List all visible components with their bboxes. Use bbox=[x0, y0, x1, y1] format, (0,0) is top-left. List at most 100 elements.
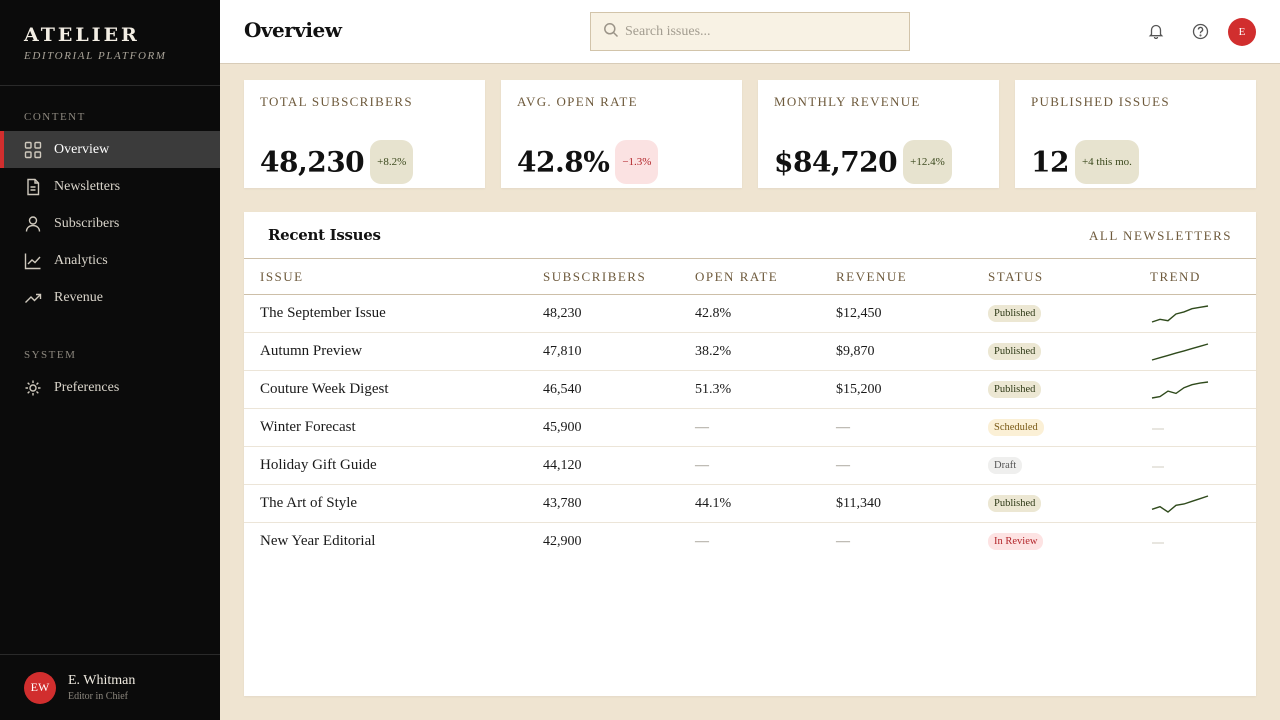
status-cell: Published bbox=[988, 332, 1150, 371]
all-newsletters-link[interactable]: ALL NEWSLETTERS bbox=[1089, 228, 1232, 243]
nav-section-system: SYSTEM bbox=[24, 349, 77, 361]
user-role: Editor in Chief bbox=[68, 691, 128, 702]
sidebar-item-preferences[interactable]: Preferences bbox=[0, 369, 220, 406]
panel-title: Recent Issues bbox=[268, 226, 381, 244]
help-icon[interactable] bbox=[1191, 22, 1209, 40]
sidebar-item-label: Preferences bbox=[54, 379, 120, 395]
status-badge: Published bbox=[988, 381, 1042, 398]
subscriber-count: 44,120 bbox=[543, 446, 695, 485]
brand-subtitle: EDITORIAL PLATFORM bbox=[24, 50, 167, 62]
trend-empty bbox=[1152, 542, 1164, 544]
user-profile[interactable]: EW E. Whitman Editor in Chief bbox=[0, 654, 220, 720]
user-info: E. Whitman Editor in Chief bbox=[68, 673, 135, 702]
subscriber-count: 42,900 bbox=[543, 533, 582, 549]
column-header-subscribers[interactable]: SUBSCRIBERS bbox=[543, 258, 695, 295]
grid-icon bbox=[24, 141, 42, 159]
search-input[interactable] bbox=[625, 23, 895, 40]
table-row[interactable]: Couture Week Digest 46,540 51.3% $15,200 Pub… bbox=[244, 370, 1256, 409]
trend-cell bbox=[1150, 370, 1256, 409]
issue-title: New Year Editorial bbox=[260, 533, 376, 550]
issue-title: Holiday Gift Guide bbox=[244, 446, 543, 485]
stat-label: AVG. OPEN RATE bbox=[517, 94, 638, 109]
recent-issues-panel: Recent Issues ALL NEWSLETTERS ISSUE SUBS… bbox=[244, 212, 1256, 696]
issues-table: ISSUE SUBSCRIBERS OPEN RATE REVENUE STAT… bbox=[244, 258, 1256, 561]
trend-sparkline bbox=[1151, 342, 1209, 361]
sidebar-item-label: Analytics bbox=[54, 252, 108, 268]
issue-title: Couture Week Digest bbox=[244, 370, 543, 409]
column-header-issue[interactable]: ISSUE bbox=[244, 258, 543, 295]
trend-cell bbox=[1150, 408, 1256, 447]
column-header-open-rate[interactable]: OPEN RATE bbox=[695, 258, 836, 295]
issue-title: The Art of Style bbox=[244, 484, 543, 523]
trend-line bbox=[1151, 494, 1209, 513]
sidebar-item-analytics[interactable]: Analytics bbox=[0, 242, 220, 279]
trend-sparkline bbox=[1151, 304, 1209, 323]
stat-label: PUBLISHED ISSUES bbox=[1031, 94, 1170, 109]
stat-delta-badge: −1.3% bbox=[615, 140, 659, 184]
stat-value: 48,230 bbox=[260, 145, 365, 179]
table-row[interactable]: New Year Editorial 42,900 — — In Review bbox=[244, 523, 1256, 561]
revenue: — bbox=[836, 408, 988, 447]
revenue: $12,450 bbox=[836, 294, 988, 333]
bell-icon[interactable] bbox=[1147, 22, 1165, 40]
open-rate: 38.2% bbox=[695, 332, 836, 371]
table-row[interactable]: Autumn Preview 47,810 38.2% $9,870 Published bbox=[244, 332, 1256, 371]
stat-value: $84,720 bbox=[774, 145, 898, 179]
revenue: — bbox=[836, 533, 850, 549]
status-cell: Published bbox=[988, 484, 1150, 523]
trend-sparkline bbox=[1151, 494, 1209, 513]
user-avatar-button[interactable]: E bbox=[1228, 18, 1256, 46]
trend-line bbox=[1151, 304, 1209, 323]
sidebar-item-newsletters[interactable]: Newsletters bbox=[0, 168, 220, 205]
status-badge: Published bbox=[988, 305, 1042, 322]
open-rate: — bbox=[695, 533, 709, 549]
stat-value-wrap: 12 +4 this mo. bbox=[1031, 140, 1139, 186]
stat-value-wrap: $84,720 +12.4% bbox=[774, 140, 952, 186]
sun-gear-icon bbox=[24, 379, 42, 397]
trend-cell bbox=[1150, 332, 1256, 371]
trend-empty bbox=[1152, 427, 1164, 430]
stat-value: 12 bbox=[1031, 145, 1069, 179]
status-cell: Published bbox=[988, 370, 1150, 409]
stat-value: 42.8% bbox=[517, 145, 610, 179]
status-cell: Draft bbox=[988, 446, 1150, 485]
sidebar-item-label: Newsletters bbox=[54, 178, 121, 194]
trend-line bbox=[1151, 342, 1209, 361]
status-badge: Published bbox=[988, 343, 1042, 360]
stat-delta-badge: +4 this mo. bbox=[1074, 140, 1139, 184]
table-row[interactable]: The September Issue 48,230 42.8% $12,450 Pub… bbox=[244, 294, 1256, 333]
trend-line bbox=[1151, 380, 1209, 399]
trend-cell bbox=[1150, 446, 1256, 485]
stat-label: MONTHLY REVENUE bbox=[774, 94, 921, 109]
sidebar-item-revenue[interactable]: Revenue bbox=[0, 279, 220, 316]
subscriber-count: 46,540 bbox=[543, 370, 695, 409]
user-name: E. Whitman bbox=[68, 673, 136, 688]
sidebar-item-overview[interactable]: Overview bbox=[0, 131, 220, 168]
brand-name: ATELIER bbox=[24, 24, 140, 46]
column-header-revenue[interactable]: REVENUE bbox=[836, 258, 988, 295]
revenue: $15,200 bbox=[836, 370, 988, 409]
revenue: — bbox=[836, 446, 988, 485]
table-row[interactable]: Winter Forecast 45,900— — Scheduled bbox=[244, 408, 1256, 447]
revenue: $11,340 bbox=[836, 484, 988, 523]
document-icon bbox=[24, 178, 42, 196]
search-box[interactable] bbox=[590, 12, 910, 51]
avatar: EW bbox=[24, 671, 56, 704]
sidebar-item-label: Subscribers bbox=[54, 215, 120, 231]
open-rate: — bbox=[695, 446, 836, 485]
table-row[interactable]: Holiday Gift Guide 44,120— — Draft bbox=[244, 446, 1256, 485]
table-row[interactable]: The Art of Style 43,780 44.1% $11,340 Publis… bbox=[244, 484, 1256, 523]
stat-label: TOTAL SUBSCRIBERS bbox=[260, 94, 413, 109]
sidebar-item-subscribers[interactable]: Subscribers bbox=[0, 205, 220, 242]
sidebar-item-label: Overview bbox=[54, 141, 110, 157]
status-cell: In Review bbox=[988, 523, 1150, 561]
line-chart-icon bbox=[24, 252, 42, 270]
subscriber-count: 45,900 bbox=[543, 408, 695, 447]
user-icon bbox=[24, 215, 42, 233]
brand: ATELIER EDITORIAL PLATFORM bbox=[0, 0, 220, 86]
stat-card-published: PUBLISHED ISSUES 12 +4 this mo. bbox=[1015, 80, 1256, 188]
open-rate: 51.3% bbox=[695, 370, 836, 409]
open-rate: — bbox=[695, 408, 836, 447]
trend-cell bbox=[1150, 484, 1256, 523]
column-header-status[interactable]: STATUS bbox=[988, 258, 1150, 295]
